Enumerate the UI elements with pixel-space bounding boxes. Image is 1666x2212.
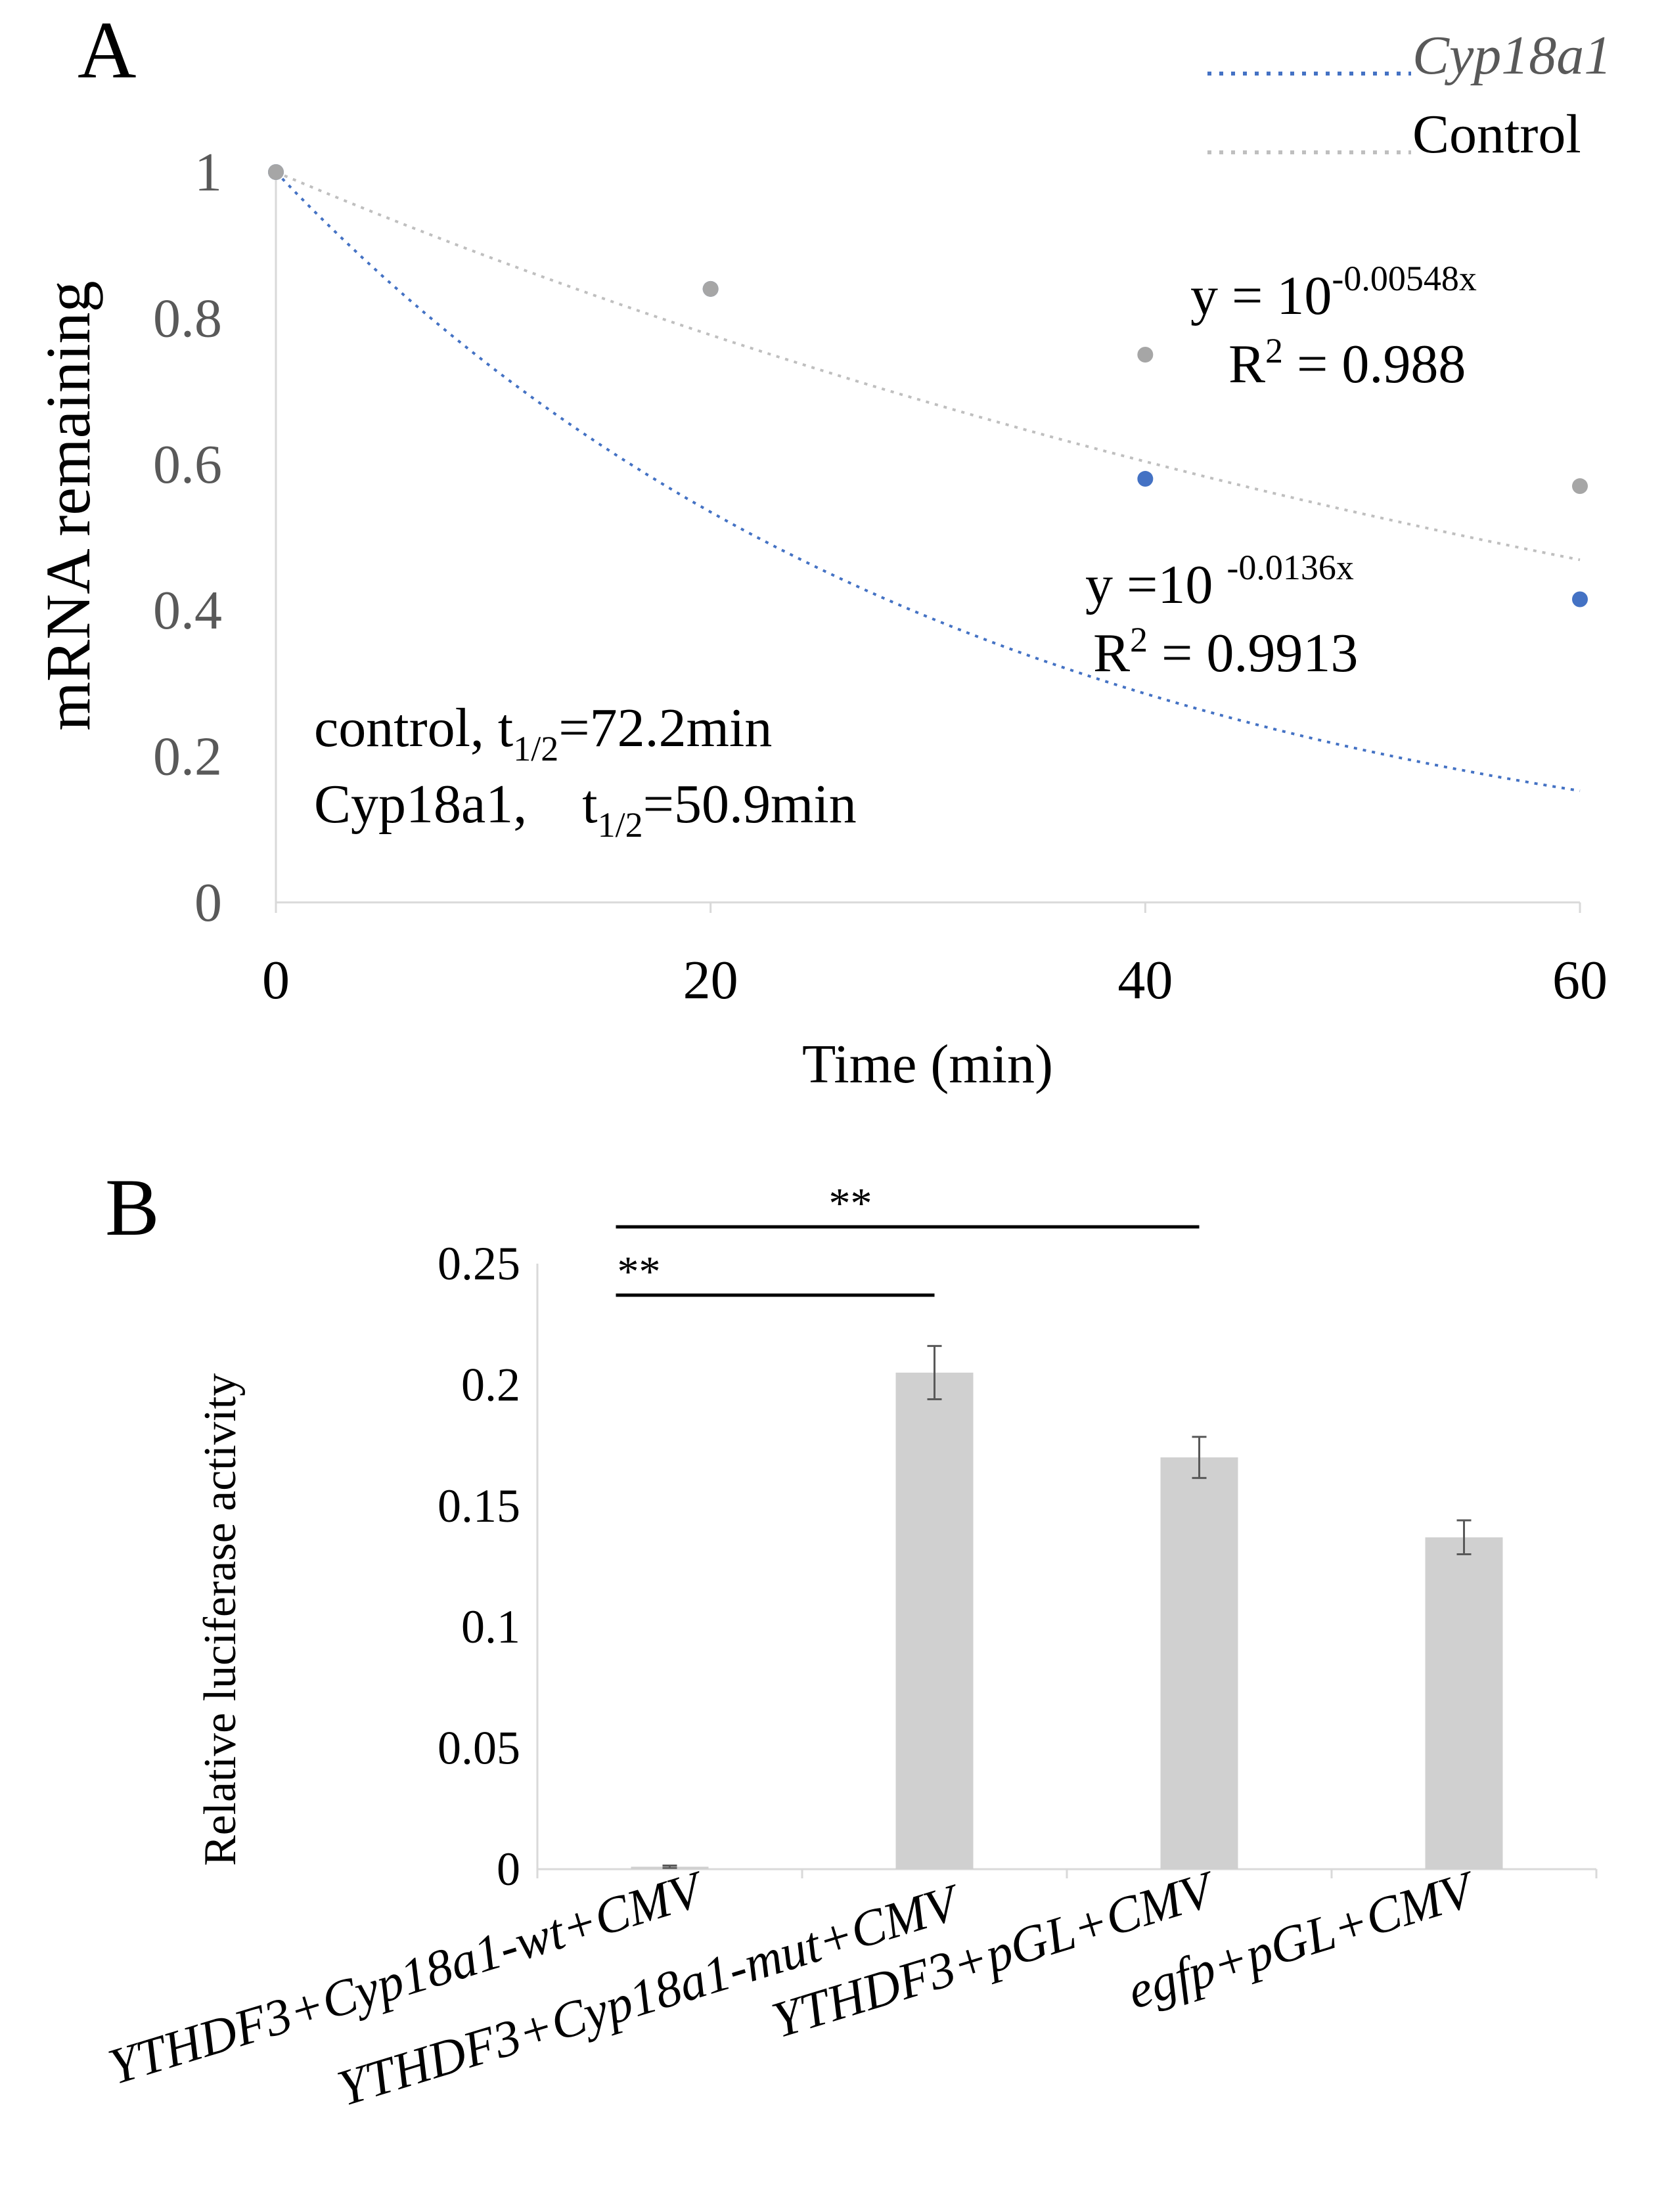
trendline-control: [275, 171, 1581, 562]
b-y-tick-label: 0.15: [438, 1480, 520, 1532]
equation-control-exponent: -0.00548x: [1332, 259, 1476, 298]
svg-text:y = 10-0.00548x: y = 10-0.00548x: [1190, 259, 1477, 326]
b-bars: [631, 1344, 1503, 1869]
data-point-control: [268, 164, 284, 180]
a-x-tick-label: 60: [1552, 950, 1608, 1011]
a-y-ticks: 0 0.2 0.4 0.6 0.8 1: [153, 142, 222, 933]
b-y-tick-label: 0: [497, 1843, 520, 1895]
data-point-control: [702, 280, 719, 297]
legend-label-control: Control: [1412, 104, 1581, 165]
significance-stars: **: [829, 1180, 872, 1228]
halflife-control-label: control, t: [314, 697, 513, 759]
halflife-cyp18a1-sub: 1/2: [598, 805, 643, 845]
a-x-tick-label: 40: [1117, 950, 1173, 1011]
a-y-tick-label: 0.6: [153, 434, 222, 495]
halflife-cyp18a1-value: =50.9min: [643, 774, 857, 835]
svg-text:R2 = 0.988: R2 = 0.988: [1228, 331, 1466, 395]
halflife-control-value: =72.2min: [558, 697, 772, 759]
a-x-ticks: 0 20 40 60: [262, 902, 1608, 1011]
a-x-axis-title: Time (min): [802, 1034, 1053, 1095]
b-y-ticks: 0 0.05 0.1 0.15 0.2 0.25: [438, 1237, 1598, 1895]
equation-cyp18a1-exponent: -0.0136x: [1227, 548, 1353, 587]
a-y-tick-label: 0.2: [153, 726, 222, 787]
bar: [1160, 1457, 1238, 1869]
halflife-control-sub: 1/2: [513, 729, 558, 768]
data-point-cyp18a1: [1137, 471, 1154, 487]
halflife-cyp18a1-label: Cyp18a1, t: [314, 774, 598, 835]
data-point-control: [1137, 347, 1154, 363]
equation-control-prefix: y = 10: [1190, 265, 1332, 326]
b-y-axis-title: Relative luciferase activity: [195, 1373, 246, 1866]
a-x-tick-label: 20: [683, 950, 738, 1011]
bar: [1425, 1537, 1503, 1869]
panel-a-letter: A: [78, 5, 137, 95]
equation-cyp18a1-r-sup: 2: [1130, 620, 1148, 659]
b-y-tick-label: 0.25: [438, 1237, 520, 1290]
equation-cyp18a1-r: R: [1093, 623, 1130, 684]
a-y-tick-label: 0.4: [153, 580, 222, 641]
a-y-tick-label: 0: [194, 872, 222, 933]
b-category-labels: YTHDF3+Cyp18a1-wt+CMVYTHDF3+Cyp18a1-mut+…: [102, 1859, 1484, 2117]
panel-b-letter: B: [105, 1162, 160, 1252]
svg-text:R2 = 0.9913: R2 = 0.9913: [1093, 620, 1358, 684]
svg-text:y =10 -0.0136x: y =10 -0.0136x: [1085, 548, 1354, 615]
significance-stars: **: [618, 1248, 661, 1296]
data-point-control: [1572, 478, 1588, 495]
equation-cyp18a1-r-value: = 0.9913: [1148, 623, 1358, 684]
equation-control-r-value: = 0.988: [1283, 334, 1466, 395]
a-y-tick-label: 1: [194, 142, 222, 203]
b-y-tick-label: 0.05: [438, 1722, 520, 1775]
data-point-cyp18a1: [1572, 591, 1588, 608]
a-y-axis-title: mRNA remaining: [33, 280, 103, 730]
equation-control-r-sup: 2: [1265, 331, 1283, 370]
equation-cyp18a1: y =10 -0.0136x R2 = 0.9913: [1085, 548, 1358, 684]
a-y-tick-label: 0.8: [153, 288, 222, 349]
equation-control: y = 10-0.00548x R2 = 0.988: [1190, 259, 1477, 395]
equation-cyp18a1-prefix: y =10: [1085, 554, 1227, 615]
equation-control-r: R: [1228, 334, 1265, 395]
bar: [895, 1372, 974, 1869]
a-x-tick-label: 0: [262, 950, 290, 1011]
halflife-control: control, t1/2=72.2min: [314, 697, 772, 768]
b-significance: ** **: [616, 1180, 1200, 1297]
panel-a-legend: Cyp18a1 Control: [1207, 25, 1611, 165]
b-y-tick-label: 0.1: [461, 1601, 520, 1653]
halflife-cyp18a1: Cyp18a1, t1/2=50.9min: [314, 774, 857, 845]
legend-label-cyp18a1: Cyp18a1: [1412, 25, 1611, 86]
a-series: [268, 164, 1588, 793]
b-y-tick-label: 0.2: [461, 1358, 520, 1411]
